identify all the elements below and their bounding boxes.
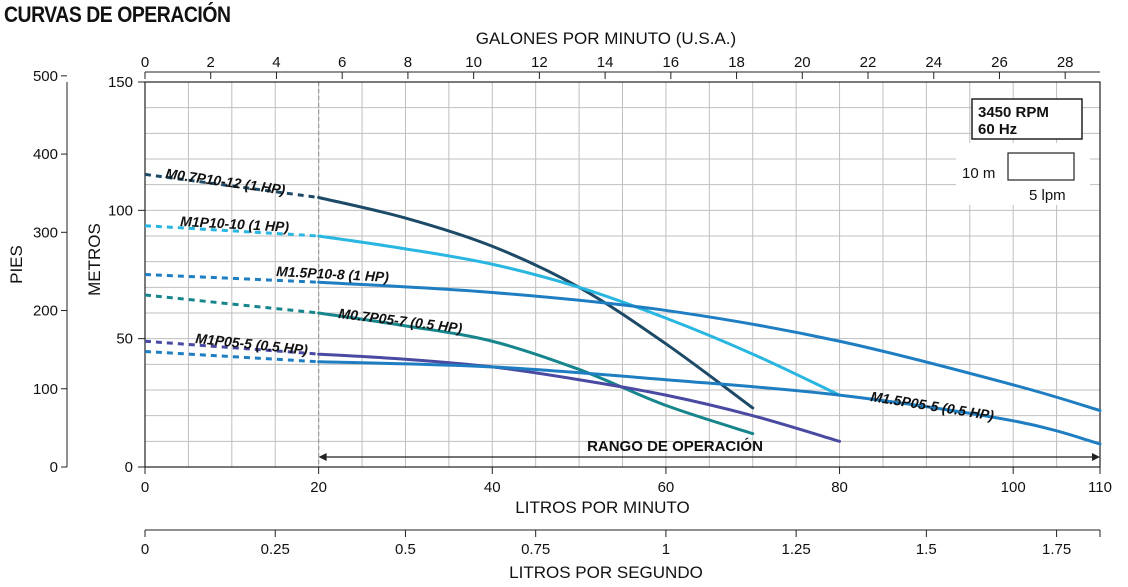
curve-label-3: M0.7P05-7 (0.5 HP) [338,305,464,336]
x-tick-label-gpm: 16 [662,54,679,71]
x-axis-label-lpm: LITROS POR MINUTO [515,498,689,517]
range-arrow-right [1092,453,1100,461]
x-tick-label-gpm: 24 [925,54,942,71]
y-tick-label-ft: 0 [50,459,58,476]
curve-label-1: M1P10-10 (1 HP) [180,213,290,235]
scale-horizontal-label: 5 lpm [1029,187,1066,204]
x-tick-label-lps: 1.75 [1042,541,1071,558]
range-label: RANGO DE OPERACIÓN [587,437,763,455]
x-tick-label-gpm: 18 [728,54,745,71]
curve-dashed-4 [144,339,319,356]
curve-dashed-2 [144,273,319,284]
y-tick-label-ft: 200 [33,303,58,320]
curve-dashed-3 [144,293,319,315]
y-tick-label-m: 150 [108,74,133,91]
x-tick-label-gpm: 2 [207,54,215,71]
y-tick-label-ft: 100 [33,381,58,398]
x-tick-label-lps: 0 [141,541,149,558]
x-tick-label-gpm: 20 [794,54,811,71]
y-axis-label-ft: PIES [7,245,26,284]
curve-1 [317,234,842,397]
hz-text: 60 Hz [978,121,1017,138]
x-tick-label-lps: 0.5 [395,541,416,558]
curve-dashed-1 [144,224,319,238]
x-tick-label-lps: 1 [662,541,670,558]
y-tick-label-m: 100 [108,202,133,219]
curve-4 [317,352,842,443]
curve-2 [317,280,1102,413]
y-tick-label-ft: 300 [33,224,58,241]
rpm-text: 3450 RPM [978,104,1049,121]
x-tick-label-gpm: 10 [465,54,482,71]
x-tick-label-gpm: 4 [272,54,280,71]
x-tick-label-lpm: 20 [310,479,327,496]
x-tick-label-gpm: 28 [1057,54,1074,71]
curve-label-5: M1.5P05-5 (0.5 HP) [870,388,996,423]
page-title: CURVAS DE OPERACIÓN [4,2,231,27]
x-tick-label-lps: 0.25 [261,541,290,558]
x-tick-label-lpm: 110 [1088,479,1112,496]
curve-label-2: M1.5P10-8 (1 HP) [276,263,390,285]
curve-5 [317,360,1102,446]
scale-box [1007,152,1075,181]
x-axis-label-lps: LITROS POR SEGUNDO [509,563,703,582]
x-tick-label-gpm: 26 [991,54,1008,71]
x-tick-label-lpm: 40 [484,479,501,496]
grid [145,82,1100,467]
x-tick-label-lpm: 60 [658,479,675,496]
x-tick-label-lps: 0.75 [521,541,550,558]
x-tick-label-lpm: 100 [1001,479,1026,496]
x-tick-label-lpm: 80 [831,479,848,496]
x-tick-label-gpm: 12 [531,54,548,71]
x-tick-label-lps: 1.25 [782,541,811,558]
x-tick-label-gpm: 14 [597,54,614,71]
y-tick-label-m: 50 [116,331,133,348]
y-axis-label-m: METROS [85,223,104,296]
rpm-box [971,98,1083,140]
curve-label-4: M1P05-5 (0.5 HP) [195,330,309,358]
x-tick-label-lpm: 0 [141,479,149,496]
curve-dashed-0 [144,172,319,199]
range-arrow-left [318,453,327,461]
y-tick-label-ft: 400 [33,146,58,163]
scale-vertical-label: 10 m [962,165,995,182]
x-tick-label-gpm: 8 [404,54,412,71]
x-tick-label-gpm: 0 [141,54,149,71]
curve-label-0: M0.7P10-12 (1 HP) [165,165,287,198]
curve-labels: M0.7P10-12 (1 HP) M1P10-10 (1 HP) M1.5P10-… [165,165,996,423]
x-tick-label-gpm: 22 [860,54,877,71]
curve-0 [317,196,755,410]
x-axis-label-gpm: GALONES POR MINUTO (U.S.A.) [476,29,736,48]
curve-3 [317,311,755,436]
curves [144,172,1102,446]
x-tick-label-lps: 1.5 [916,541,937,558]
y-tick-label-ft: 500 [33,68,58,85]
curve-dashed-5 [144,350,319,364]
y-tick-label-m: 0 [125,459,133,476]
x-tick-label-gpm: 6 [338,54,346,71]
